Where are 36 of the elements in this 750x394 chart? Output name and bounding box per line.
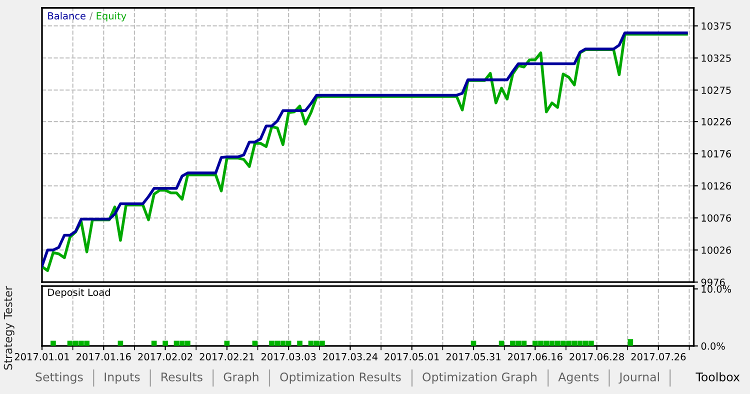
x-tick-label: 2017.06.16 — [508, 353, 562, 360]
x-tick-label: 2017.05.31 — [446, 353, 500, 360]
chart-title: Deposit Load — [48, 288, 110, 298]
y-tick-label: 10126 — [702, 182, 732, 190]
text: Optimization Graph — [422, 372, 536, 384]
text: Journal — [618, 372, 659, 384]
x-tick-label: 2017.01.16 — [76, 353, 131, 360]
x-tick-label: 2017.06.28 — [570, 353, 624, 360]
y-tick-label: 10076 — [702, 214, 732, 222]
x-tick-label: 2017.05.01 — [384, 353, 439, 360]
y-tick-label: 10226 — [702, 118, 732, 126]
text: Results — [162, 372, 202, 382]
x-tick-label: 2017.02.02 — [138, 353, 192, 360]
y-tick-label: 10176 — [702, 150, 732, 158]
text: Strategy Tester — [4, 286, 14, 370]
x-tick-label: 2017.03.03 — [261, 353, 316, 360]
text: Balance — [48, 12, 86, 20]
y-tick-label: 9976 — [701, 278, 725, 286]
y-tick-label: 10375 — [702, 22, 731, 30]
x-tick-label: 2017.03.24 — [323, 353, 378, 360]
y-tick-label: 10.0% — [702, 285, 732, 293]
y-tick-label: 10026 — [702, 246, 732, 254]
x-tick-label: 2017.07.26 — [631, 353, 686, 360]
text: Equity — [96, 12, 126, 22]
text: Settings — [36, 372, 83, 384]
x-tick-label: 2017.01.01 — [14, 353, 69, 360]
y-tick-label: 10275 — [702, 86, 731, 94]
text: Agents — [558, 372, 599, 384]
text: Optimization Results — [280, 372, 401, 384]
text: Graph — [224, 372, 258, 384]
y-tick-label: 10325 — [702, 54, 731, 62]
text: Toolbox — [696, 372, 740, 382]
text: Inputs — [104, 372, 140, 384]
annotation: / — [89, 12, 93, 20]
x-tick-label: 2017.02.21 — [200, 353, 254, 360]
y-tick-label: 0.0% — [701, 342, 725, 350]
